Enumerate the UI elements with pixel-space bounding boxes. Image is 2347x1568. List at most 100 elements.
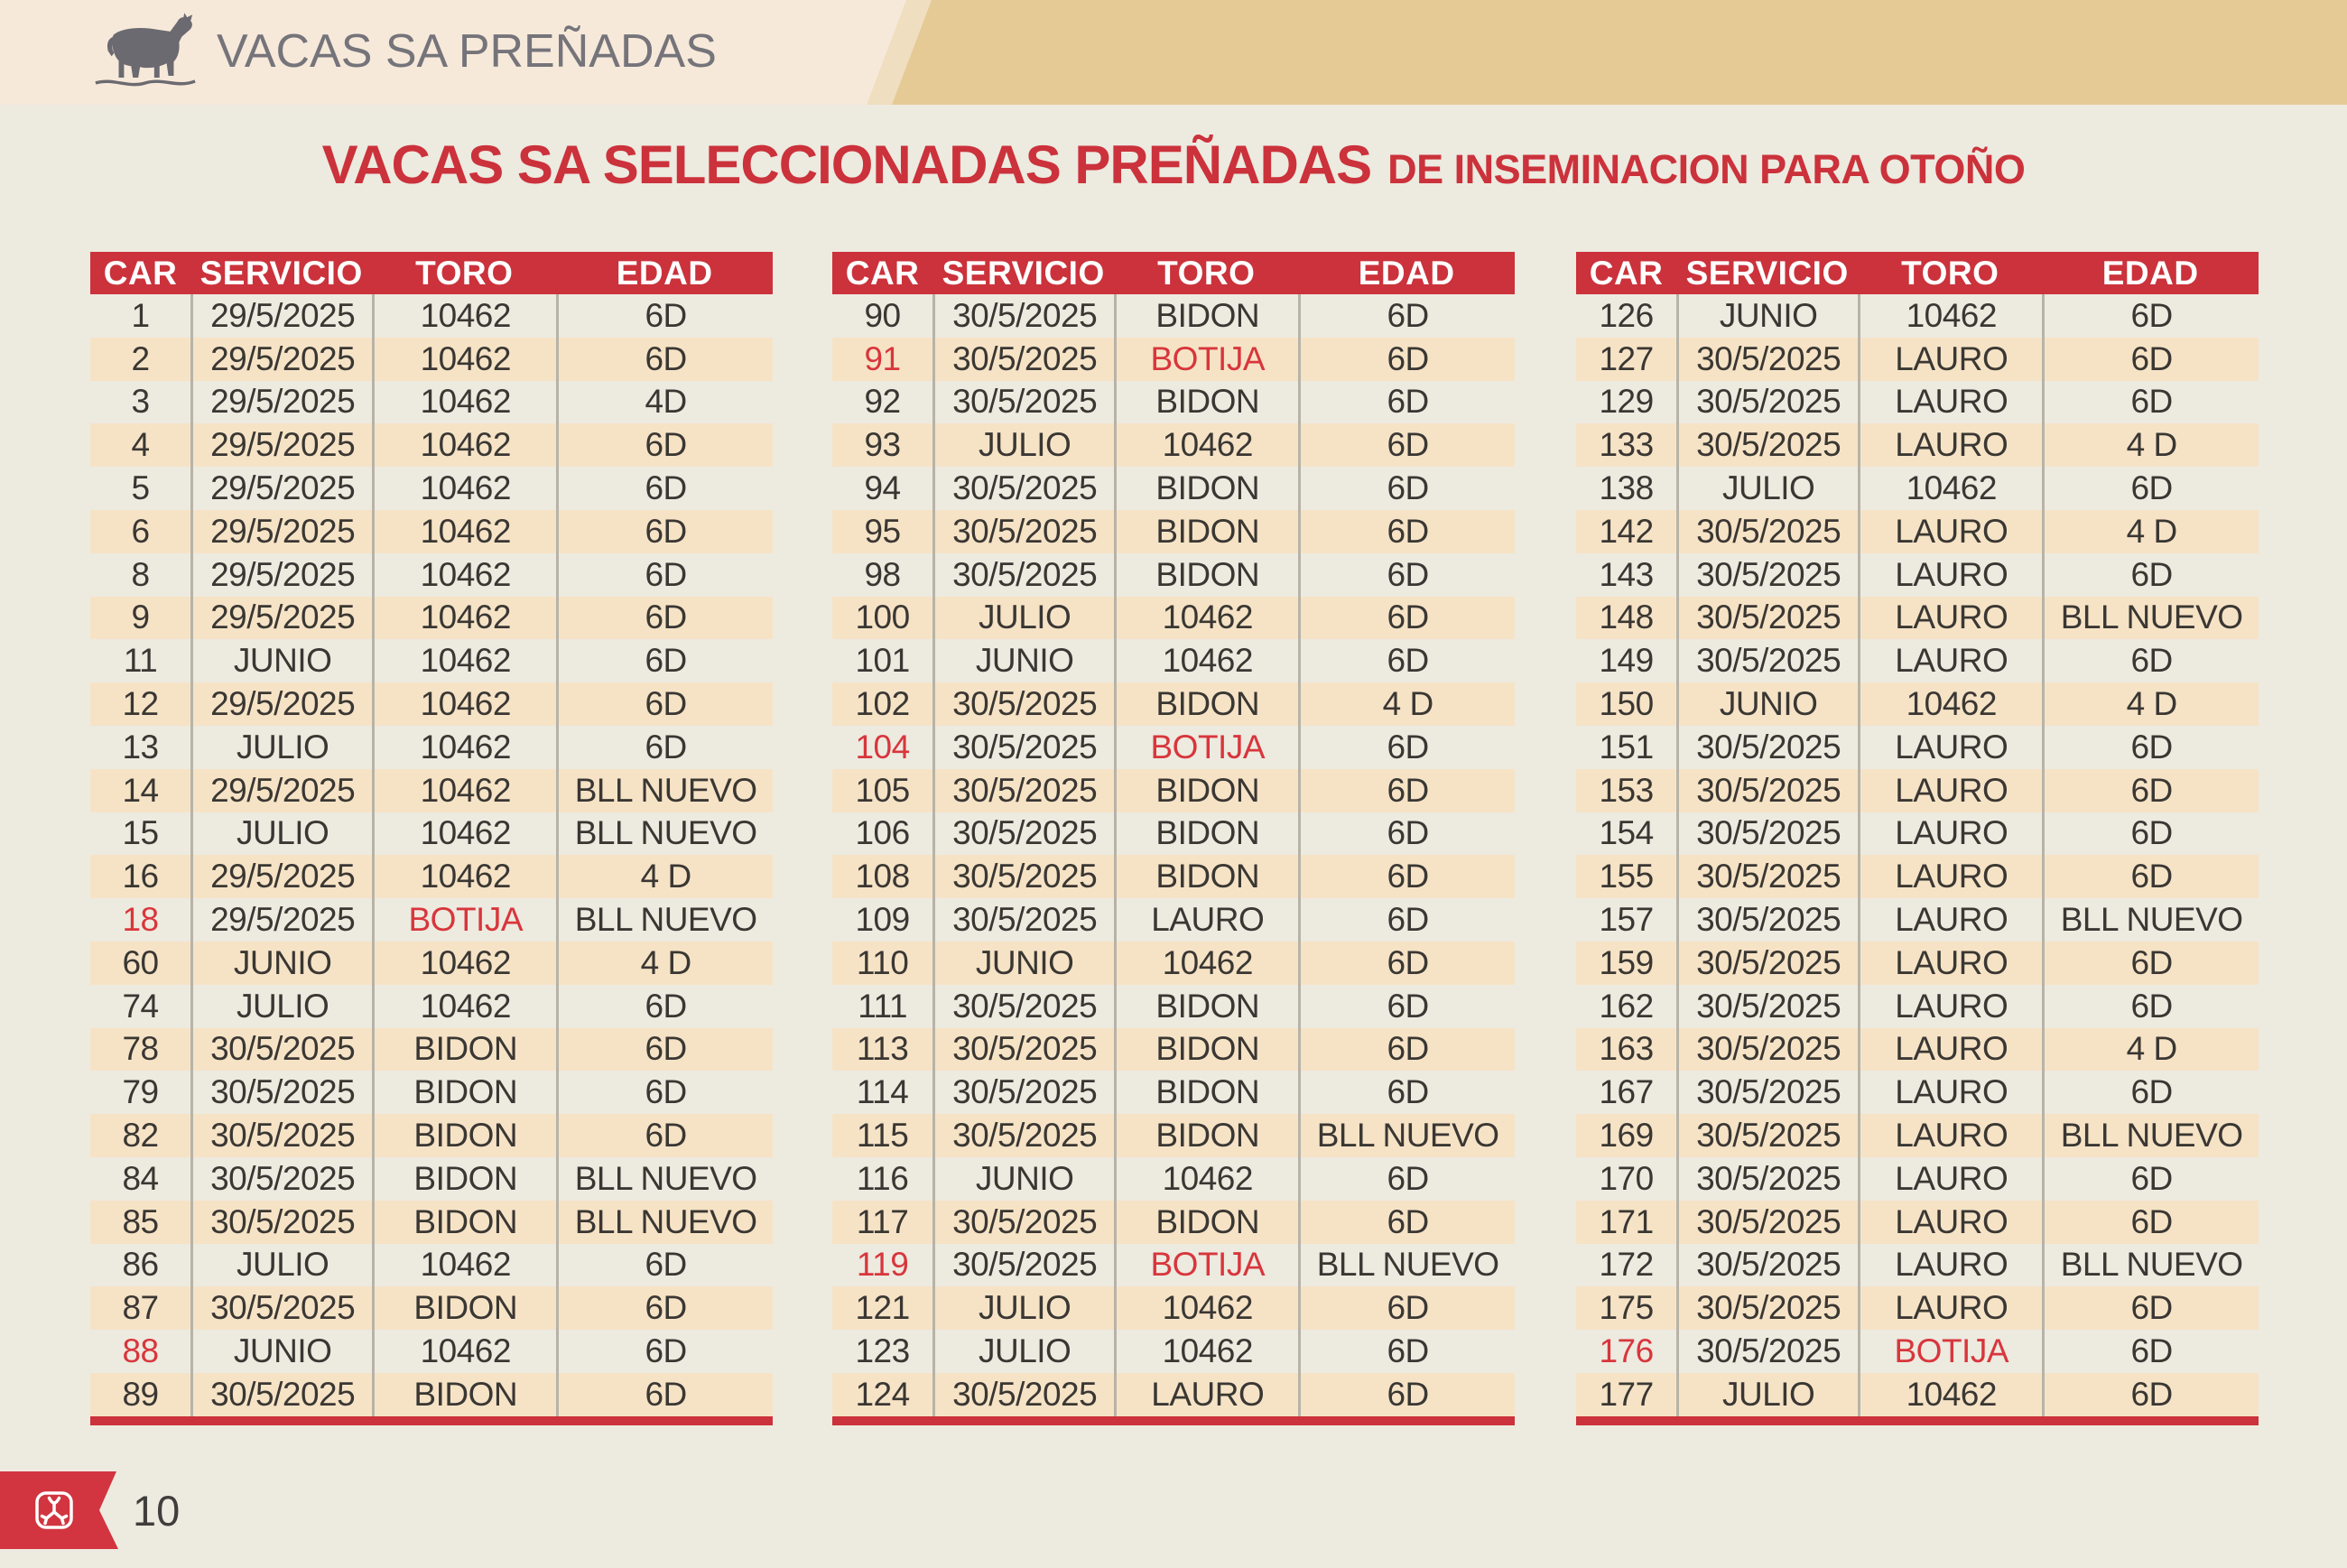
cell-servicio: 30/5/2025 (932, 1027, 1114, 1072)
cell-toro: LAURO (1858, 380, 2042, 424)
cell-car: 169 (1599, 1117, 1654, 1155)
cell-toro: 10462 (1114, 1286, 1298, 1331)
cell-toro: LAURO (1114, 1372, 1298, 1416)
cell-edad: 6D (1298, 1071, 1515, 1115)
cell-servicio: 30/5/2025 (190, 1114, 372, 1157)
cell-edad: 6D (2042, 294, 2259, 338)
cell-car: 115 (856, 1117, 909, 1155)
column-header-toro: TORO (415, 254, 514, 292)
table-row: 79 30/5/2025 BIDON 6D (90, 1071, 773, 1115)
table-row: 177 JULIO 10462 6D (1576, 1372, 2259, 1416)
cell-car: 150 (1599, 685, 1654, 723)
cell-edad: 6D (2042, 1200, 2259, 1244)
cell-servicio: JULIO (932, 1286, 1114, 1331)
cell-car: 119 (856, 1246, 909, 1284)
column-header-edad: EDAD (2101, 254, 2199, 292)
cell-edad: 4D (556, 380, 773, 424)
table-row: 124 30/5/2025 LAURO 6D (832, 1372, 1515, 1416)
cell-toro: 10462 (1114, 1330, 1298, 1373)
cell-edad: 4 D (2042, 1027, 2259, 1072)
cell-edad: 6D (1298, 725, 1515, 769)
cell-edad: BLL NUEVO (1298, 1243, 1515, 1287)
cell-servicio: 30/5/2025 (1676, 1243, 1858, 1287)
cell-toro: 10462 (1858, 467, 2042, 510)
cell-servicio: 29/5/2025 (190, 509, 372, 553)
cell-edad: 6D (556, 984, 773, 1028)
cell-servicio: 30/5/2025 (932, 1243, 1114, 1287)
cell-toro: 10462 (372, 596, 556, 640)
cell-servicio: 30/5/2025 (1676, 941, 1858, 985)
table-row: 149 30/5/2025 LAURO 6D (1576, 639, 2259, 683)
cell-car: 86 (122, 1246, 159, 1284)
cell-car: 105 (855, 771, 910, 809)
table-row: 148 30/5/2025 LAURO BLL NUEVO (1576, 596, 2259, 640)
table-row: 104 30/5/2025 BOTIJA 6D (832, 725, 1515, 769)
cell-edad: 6D (1298, 552, 1515, 597)
cell-servicio: JULIO (190, 812, 372, 856)
cell-car: 127 (1599, 339, 1654, 377)
table-row: 14 29/5/2025 10462 BLL NUEVO (90, 768, 773, 812)
cell-edad: 6D (2042, 1071, 2259, 1115)
cell-servicio: 30/5/2025 (932, 552, 1114, 597)
cell-car: 84 (122, 1159, 159, 1197)
cell-edad: 6D (1298, 812, 1515, 856)
cell-servicio: 30/5/2025 (932, 1114, 1114, 1157)
cell-car: 162 (1599, 987, 1654, 1025)
cell-toro: LAURO (1858, 596, 2042, 640)
cell-servicio: 30/5/2025 (932, 898, 1114, 942)
table-row: 143 30/5/2025 LAURO 6D (1576, 552, 2259, 597)
cell-edad: BLL NUEVO (2042, 1114, 2259, 1157)
cell-edad: 6D (556, 1330, 773, 1373)
cell-car: 157 (1599, 901, 1654, 939)
table-row: 1 29/5/2025 10462 6D (90, 294, 773, 338)
cell-toro: 10462 (372, 294, 556, 338)
cell-car: 116 (856, 1159, 909, 1197)
table-row: 91 30/5/2025 BOTIJA 6D (832, 337, 1515, 381)
cell-car: 3 (131, 383, 151, 421)
table-row: 12 29/5/2025 10462 6D (90, 682, 773, 726)
cell-servicio: 29/5/2025 (190, 682, 372, 726)
cell-servicio: JUNIO (190, 1330, 372, 1373)
cell-toro: LAURO (1858, 1156, 2042, 1201)
cell-toro: BIDON (372, 1286, 556, 1331)
cell-toro: LAURO (1858, 552, 2042, 597)
cell-servicio: 30/5/2025 (932, 768, 1114, 812)
cell-servicio: 29/5/2025 (190, 380, 372, 424)
cell-car: 5 (131, 469, 151, 507)
cell-toro: 10462 (372, 552, 556, 597)
cell-servicio: JULIO (1676, 1372, 1858, 1416)
cell-servicio: 30/5/2025 (1676, 423, 1858, 468)
cell-car: 60 (122, 943, 159, 981)
cell-car: 177 (1599, 1375, 1654, 1413)
cell-edad: 6D (1298, 898, 1515, 942)
column-header-toro: TORO (1901, 254, 1999, 292)
cell-car: 117 (856, 1202, 909, 1240)
cell-servicio: 30/5/2025 (1676, 984, 1858, 1028)
table-row: 133 30/5/2025 LAURO 4 D (1576, 423, 2259, 468)
cell-car: 102 (855, 685, 910, 723)
cell-toro: 10462 (372, 682, 556, 726)
cell-toro: LAURO (1858, 639, 2042, 683)
tables-region: CAR SERVICIO TORO EDAD 1 29/5/2025 10462 6D 2 29/… (0, 252, 2347, 1434)
cell-edad: 6D (1298, 1156, 1515, 1201)
cell-edad: 6D (556, 509, 773, 553)
cell-car: 1 (131, 296, 151, 334)
cell-toro: LAURO (1858, 984, 2042, 1028)
cell-car: 175 (1599, 1289, 1654, 1327)
cell-car: 151 (1599, 728, 1654, 765)
cell-edad: BLL NUEVO (556, 898, 773, 942)
cell-toro: BIDON (1114, 984, 1298, 1028)
cell-car: 154 (1599, 814, 1654, 852)
table-row: 86 JULIO 10462 6D (90, 1243, 773, 1287)
cell-servicio: JULIO (932, 1330, 1114, 1373)
cell-toro: BOTIJA (1114, 725, 1298, 769)
cell-toro: 10462 (1114, 596, 1298, 640)
cell-edad: 6D (1298, 639, 1515, 683)
cell-car: 14 (122, 771, 159, 809)
cell-toro: LAURO (1858, 509, 2042, 553)
cell-servicio: 30/5/2025 (1676, 552, 1858, 597)
cell-servicio: 29/5/2025 (190, 423, 372, 468)
app-title: VACAS SA PREÑADAS (217, 24, 717, 78)
cell-car: 106 (855, 814, 910, 852)
cell-car: 74 (122, 987, 159, 1025)
